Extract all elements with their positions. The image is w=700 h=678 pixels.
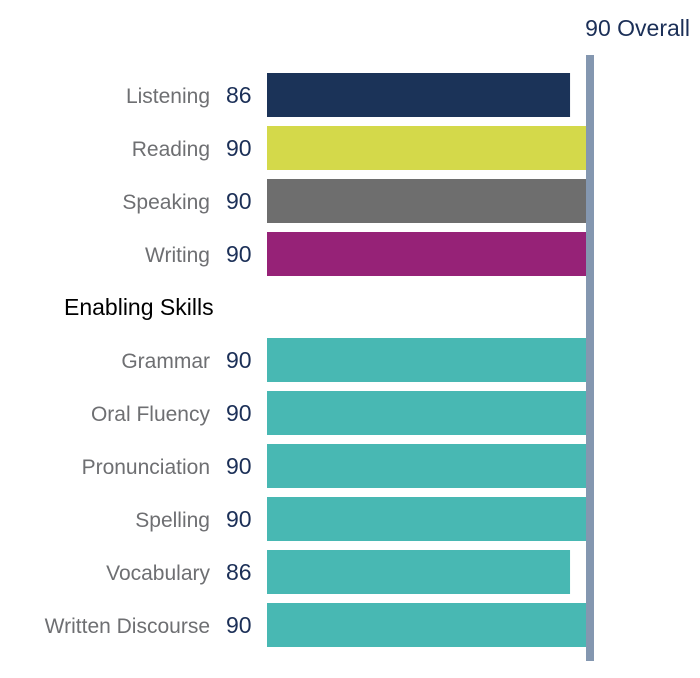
bar-writing <box>267 232 586 276</box>
bar-reading <box>267 126 586 170</box>
skill-score-pronunciation: 90 <box>226 453 252 479</box>
bar-speaking <box>267 179 586 223</box>
bar-written-discourse <box>267 603 586 647</box>
skill-score-writing: 90 <box>226 241 252 267</box>
bar-spelling <box>267 497 586 541</box>
skill-score-vocabulary: 86 <box>226 559 252 585</box>
skill-score-listening: 86 <box>226 82 252 108</box>
skill-label-grammar: Grammar <box>121 350 210 373</box>
bar-vocabulary <box>267 550 571 594</box>
skill-label-writing: Writing <box>145 244 210 267</box>
bar-pronunciation <box>267 444 586 488</box>
labels-layer: Listening 86 Reading 90 Speaking 90 Writing 90 G… <box>45 82 252 638</box>
skill-label-written-discourse: Written Discourse <box>45 615 210 638</box>
skill-label-listening: Listening <box>126 85 210 108</box>
overall-score-label: 90 Overall <box>585 15 690 41</box>
skill-score-oral-fluency: 90 <box>226 400 252 426</box>
overall-score-value: 90 <box>585 15 611 41</box>
bar-grammar <box>267 338 586 382</box>
overall-score-line <box>586 55 594 661</box>
skill-label-pronunciation: Pronunciation <box>82 456 210 479</box>
bar-listening <box>267 73 571 117</box>
skill-label-reading: Reading <box>132 138 210 161</box>
skill-label-oral-fluency: Oral Fluency <box>91 403 211 426</box>
skill-score-grammar: 90 <box>226 347 252 373</box>
bar-oral-fluency <box>267 391 586 435</box>
overall-label: Overall <box>617 15 690 41</box>
skill-score-speaking: 90 <box>226 188 252 214</box>
skill-label-spelling: Spelling <box>135 509 210 532</box>
skill-label-speaking: Speaking <box>122 191 210 214</box>
skill-label-vocabulary: Vocabulary <box>106 562 210 585</box>
skill-score-spelling: 90 <box>226 506 252 532</box>
enabling-skills-title: Enabling Skills <box>64 294 214 320</box>
bars-layer <box>267 73 586 647</box>
skill-score-reading: 90 <box>226 135 252 161</box>
skill-score-written-discourse: 90 <box>226 612 252 638</box>
